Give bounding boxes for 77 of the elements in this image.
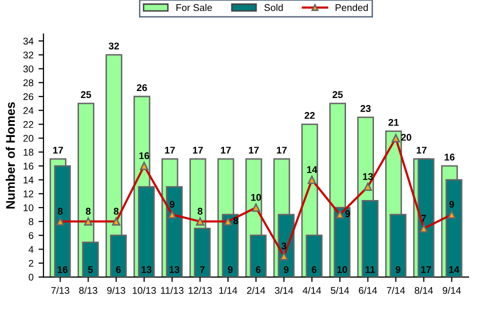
data-label: 21: [388, 118, 399, 126]
data-label: 17: [276, 146, 287, 154]
y-tick-label: 18: [24, 148, 34, 156]
data-label: 9: [449, 200, 454, 208]
y-tick-label: 22: [23, 121, 34, 128]
data-label: 17: [193, 146, 203, 154]
x-tick-label: 3/14: [274, 286, 294, 294]
data-label: 9: [228, 266, 233, 274]
data-label: 9: [284, 266, 289, 274]
data-label: 14: [449, 266, 460, 273]
y-tick-label: 32: [23, 52, 34, 58]
x-tick-label: 7/14: [386, 286, 405, 294]
data-label: 6: [116, 266, 121, 274]
x-tick-label: 7/13: [51, 286, 70, 294]
legend-label: Pended: [336, 4, 368, 12]
data-label: 17: [53, 146, 63, 154]
data-label: 8: [58, 208, 63, 215]
data-label: 17: [421, 266, 431, 273]
y-axis-title: Number of Homes: [6, 102, 15, 209]
legend-label: For Sale: [176, 4, 212, 12]
y-tick-label: 16: [24, 162, 34, 170]
data-label: 13: [170, 266, 180, 274]
data-label: 7: [200, 266, 205, 273]
data-label: 9: [396, 266, 400, 274]
data-label: 8: [198, 208, 202, 215]
data-label: 17: [165, 146, 175, 154]
x-tick-label: 9/14: [442, 286, 461, 294]
y-tick-label: 24: [23, 107, 34, 114]
data-label: 7: [421, 214, 426, 222]
legend-label: Sold: [264, 4, 283, 12]
data-label: 25: [332, 91, 343, 98]
x-tick-label: 4/14: [302, 286, 322, 294]
y-tick-label: 10: [24, 204, 34, 212]
x-tick-label: 10/13: [132, 286, 156, 294]
y-tick-label: 0: [28, 274, 34, 281]
data-label: 8: [114, 208, 119, 215]
x-tick-label: 5/14: [330, 286, 350, 294]
y-tick-label: 28: [23, 79, 34, 86]
x-tick-label: 1/14: [219, 286, 238, 294]
data-label: 11: [366, 266, 375, 273]
data-label: 6: [256, 266, 261, 274]
y-tick-label: 6: [28, 232, 34, 239]
y-tick-label: 4: [28, 246, 34, 253]
data-label: 26: [136, 84, 147, 92]
y-tick-label: 2: [28, 260, 34, 267]
data-label: 8: [86, 208, 91, 215]
y-tick-label: 14: [24, 176, 34, 184]
y-tick-label: 34: [23, 38, 34, 45]
x-tick-label: 8/13: [79, 286, 98, 294]
data-label: 13: [142, 266, 152, 274]
data-label: 9: [170, 200, 174, 208]
data-label: 16: [444, 154, 455, 161]
x-tick-label: 12/13: [188, 286, 212, 294]
data-label: 17: [220, 146, 231, 154]
y-tick-label: 26: [23, 93, 34, 100]
data-label: 13: [363, 173, 373, 180]
data-label: 3: [281, 242, 286, 250]
data-label: 17: [248, 146, 259, 154]
x-tick-label: 8/14: [414, 286, 433, 294]
data-label: 5: [88, 266, 93, 274]
data-label: 23: [360, 105, 371, 112]
x-tick-label: 6/14: [358, 286, 378, 294]
data-label: 25: [80, 91, 92, 98]
x-tick-label: 11/13: [161, 286, 184, 294]
x-tick-label: 2/14: [247, 286, 266, 294]
data-label: 17: [416, 146, 427, 154]
y-tick-label: 30: [23, 65, 34, 72]
data-label: 10: [337, 266, 348, 274]
x-tick-label: 9/13: [107, 286, 126, 294]
y-tick-label: 12: [24, 190, 34, 198]
y-tick-label: 8: [28, 218, 34, 226]
data-label: 16: [58, 266, 68, 274]
data-label: 6: [312, 266, 317, 274]
y-tick-label: 20: [23, 134, 34, 142]
data-label: 22: [304, 112, 315, 119]
data-label: 10: [251, 194, 261, 201]
data-label: 32: [108, 42, 119, 50]
